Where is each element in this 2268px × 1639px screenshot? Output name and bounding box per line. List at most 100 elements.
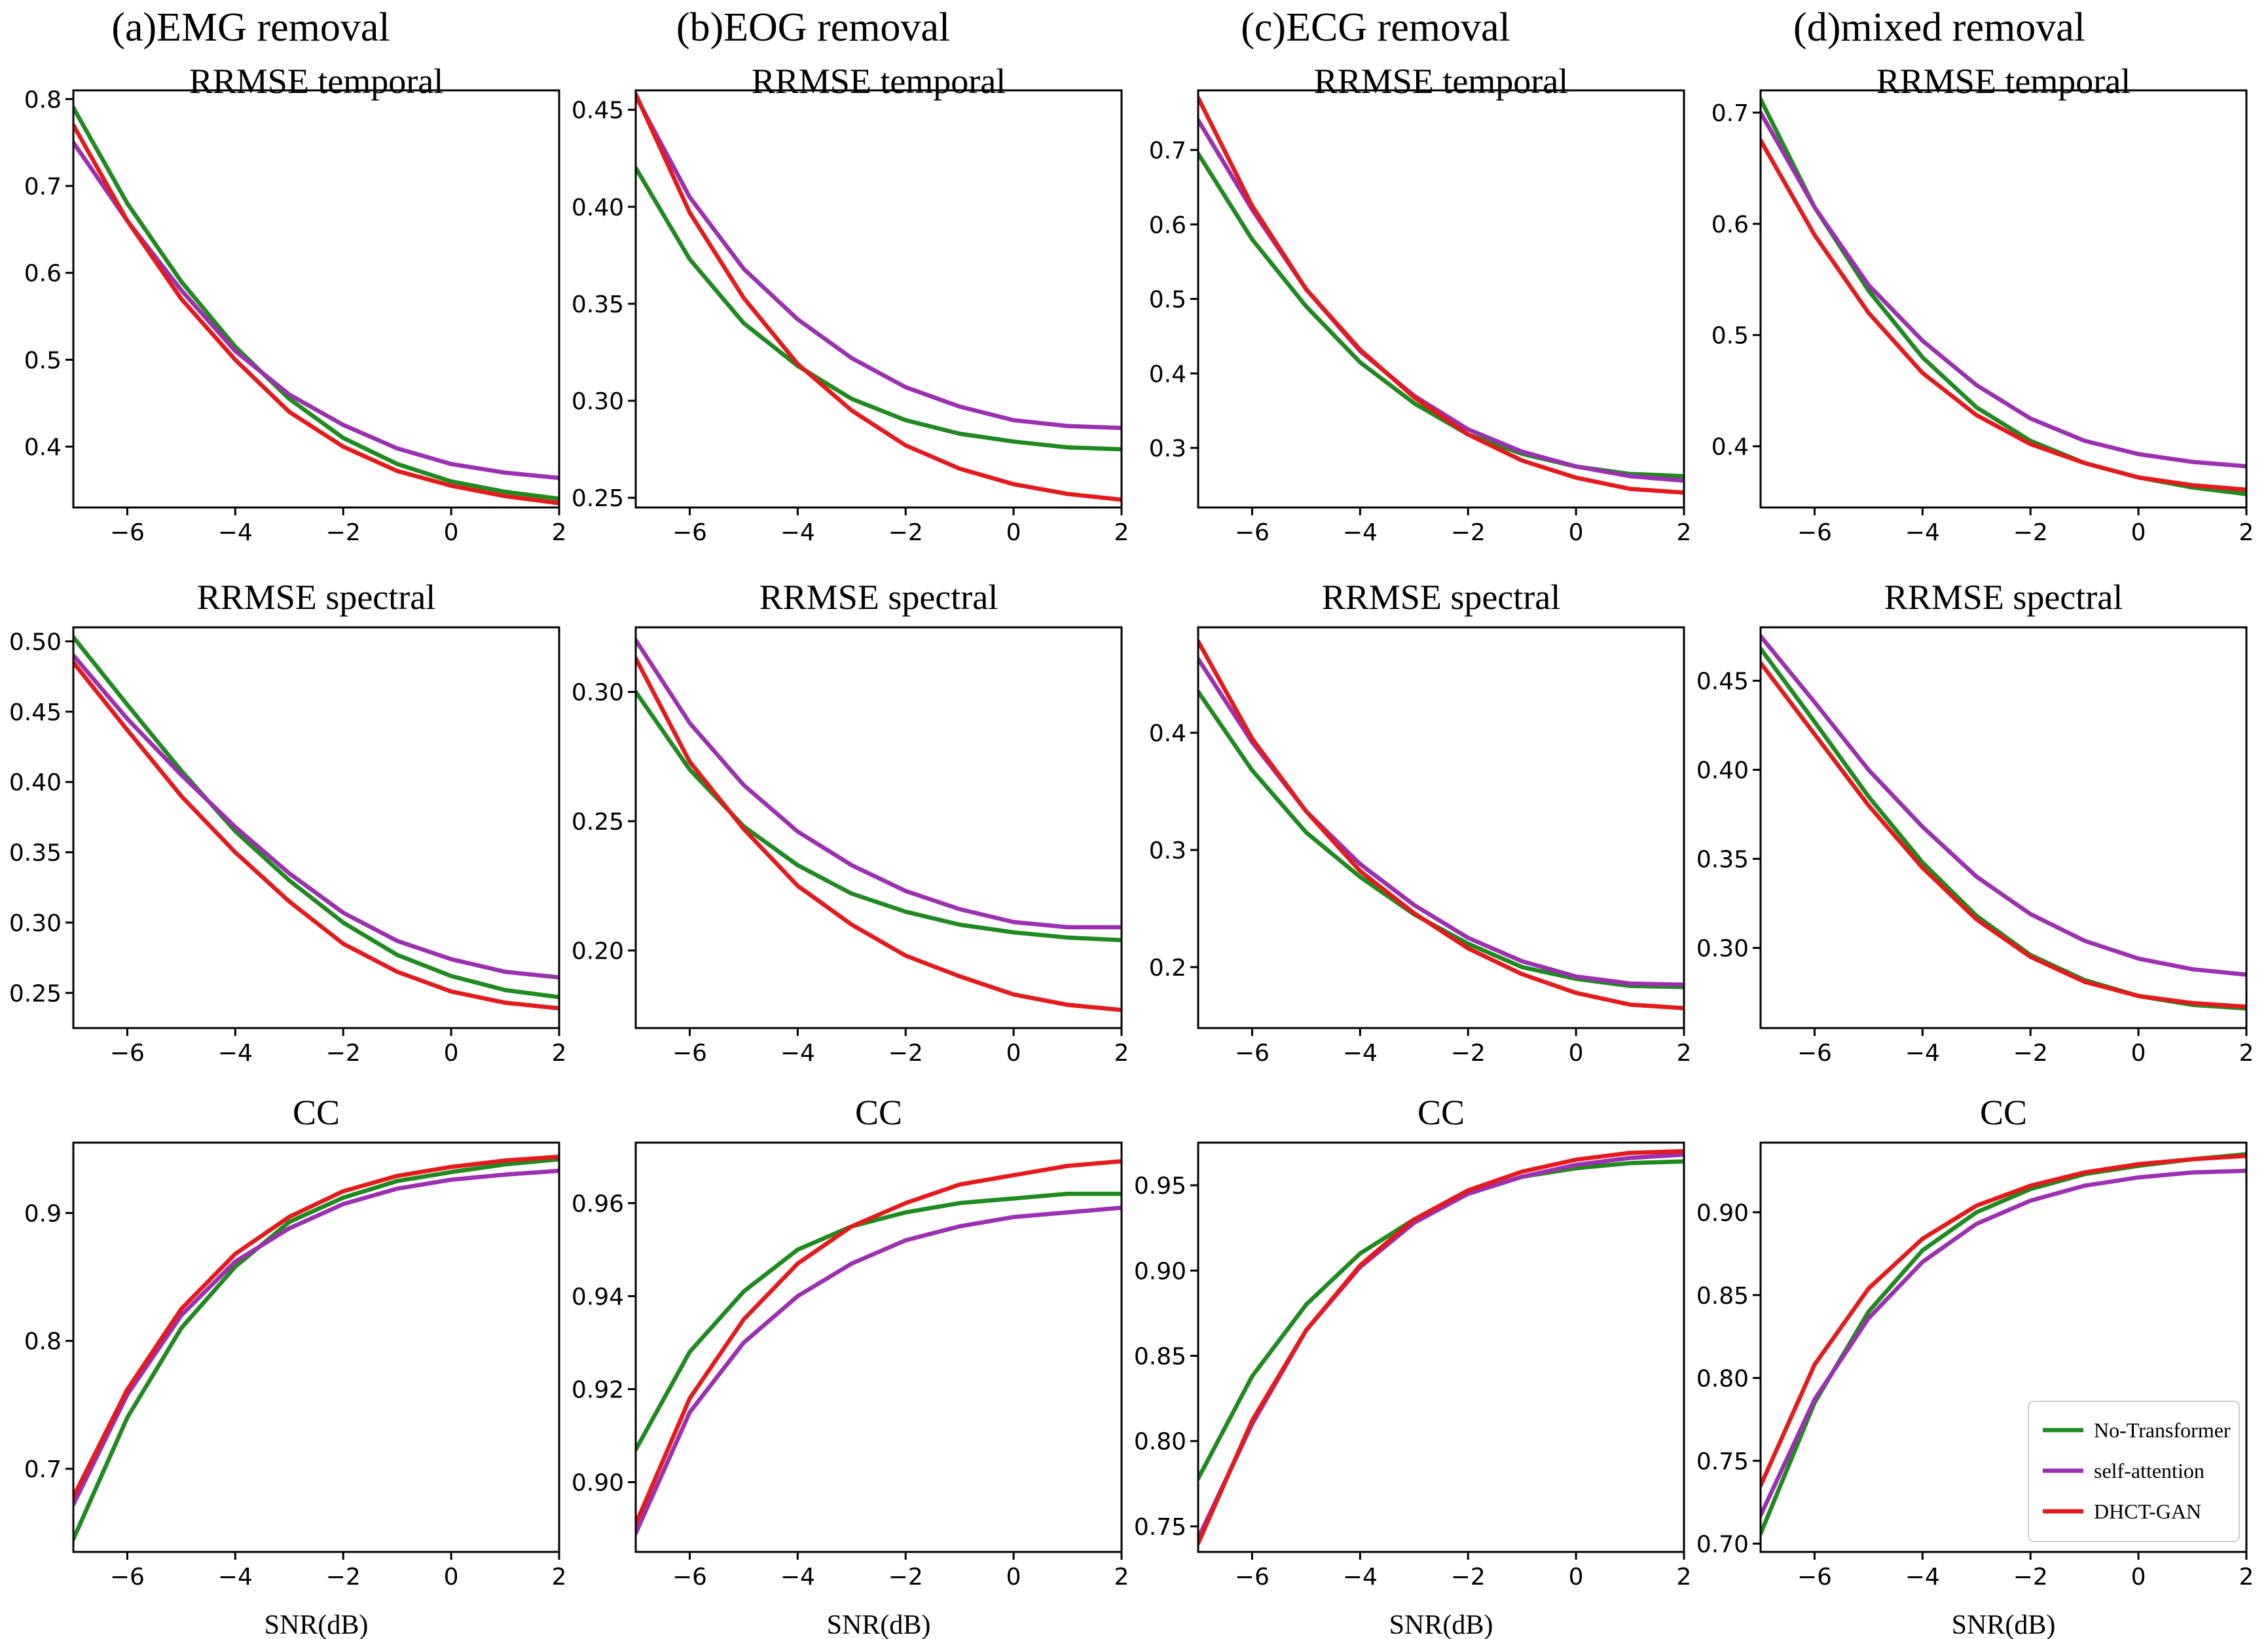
x-tick-label: −4: [1343, 1040, 1378, 1067]
x-tick-label: 2: [2239, 1040, 2254, 1067]
x-tick-label: −4: [780, 519, 815, 546]
x-tick-label: 2: [1677, 1040, 1692, 1067]
x-tick-label: −2: [2013, 1564, 2048, 1591]
y-tick-label: 0.35: [9, 840, 62, 867]
series-line-no-transformer: [636, 166, 1122, 452]
y-tick-label: 0.7: [24, 174, 62, 200]
panel: CC −6 −4 −2 0 2 0.70 0.75 0.80 0.85 0.90 SNR(dB): [1696, 1093, 2254, 1639]
x-tick-label: −2: [888, 1040, 923, 1067]
plot-frame: [1197, 89, 1685, 509]
x-tick-label: −6: [110, 1564, 145, 1591]
series-line-self-attention: [1761, 1168, 2246, 1518]
y-tick-label: 0.25: [9, 980, 62, 1007]
series-line-self-attention: [1761, 110, 2246, 469]
series-line-self-attention: [636, 94, 1122, 430]
x-tick-label: 2: [1114, 1564, 1129, 1591]
y-tick-label: 0.5: [24, 347, 62, 374]
y-tick-label: 0.85: [1696, 1283, 1749, 1310]
y-tick-label: 0.75: [1134, 1514, 1186, 1541]
series-line-self-attention: [73, 140, 559, 481]
y-tick-label: 0.80: [1134, 1429, 1186, 1456]
x-tick-label: −6: [1797, 1040, 1832, 1067]
x-tick-label: −6: [672, 519, 707, 546]
y-tick-label: 0.7: [24, 1456, 62, 1483]
y-tick-label: 0.6: [1149, 212, 1186, 239]
y-tick-label: 0.25: [572, 809, 624, 836]
panel-title: RRMSE spectral: [1322, 578, 1560, 617]
panel-title: CC: [293, 1093, 340, 1132]
x-tick-label: −6: [110, 519, 145, 546]
series-line-self-attention: [636, 638, 1122, 930]
panel: CC −6 −4 −2 0 2 0.90 0.92 0.94 0.96 SNR(dB): [572, 1093, 1129, 1639]
y-tick-label: 0.45: [572, 98, 624, 124]
series-line-self-attention: [1761, 634, 2246, 977]
y-tick-label: 0.92: [572, 1376, 624, 1403]
y-tick-label: 0.35: [572, 291, 624, 318]
legend-label: self-attention: [2094, 1459, 2204, 1482]
x-tick-label: 0: [1569, 1040, 1584, 1067]
panel-title: RRMSE spectral: [1884, 578, 2123, 617]
y-tick-label: 0.96: [572, 1190, 624, 1217]
x-axis-label: SNR(dB): [1389, 1610, 1493, 1639]
series-line-dhct-gan: [1198, 96, 1684, 495]
x-tick-label: 2: [1114, 1040, 1129, 1067]
x-tick-label: 0: [444, 519, 459, 546]
plot-frame: [634, 1141, 1123, 1553]
legend-label: No-Transformer: [2094, 1418, 2231, 1442]
x-tick-label: −6: [672, 1040, 707, 1067]
y-tick-label: 0.95: [1134, 1173, 1186, 1200]
y-tick-label: 0.3: [1149, 435, 1186, 462]
plot-frame: [1759, 626, 2248, 1029]
x-tick-label: 2: [552, 1564, 567, 1591]
panel-title: RRMSE temporal: [1876, 62, 2131, 101]
x-tick-label: −6: [1235, 1040, 1270, 1067]
y-tick-label: 0.9: [24, 1200, 62, 1227]
x-axis-label: SNR(dB): [1952, 1610, 2056, 1639]
y-tick-label: 0.8: [24, 1329, 62, 1355]
x-tick-label: −4: [1343, 519, 1378, 546]
panel-title: CC: [1418, 1093, 1465, 1132]
series-line-no-transformer: [73, 105, 559, 501]
x-tick-label: −2: [326, 1040, 361, 1067]
series-line-self-attention: [1198, 118, 1684, 483]
plot-frame: [72, 89, 560, 509]
y-tick-label: 0.30: [1696, 936, 1749, 963]
x-tick-label: −4: [780, 1564, 815, 1591]
y-tick-label: 0.90: [1134, 1258, 1186, 1285]
x-tick-label: −2: [2013, 1040, 2048, 1067]
panel-title: CC: [855, 1093, 902, 1132]
panel: RRMSE temporal −6 −4 −2 0 2 0.3 0.4 0.5 0.6 0.7: [1149, 62, 1692, 546]
series-line-dhct-gan: [636, 92, 1122, 502]
y-tick-label: 0.20: [572, 938, 624, 965]
y-tick-label: 0.4: [1149, 720, 1186, 747]
panel-title: RRMSE spectral: [759, 578, 998, 617]
y-tick-label: 0.30: [572, 680, 624, 707]
x-tick-label: 0: [1569, 1564, 1584, 1591]
x-tick-label: −4: [1905, 1564, 1940, 1591]
y-tick-label: 0.5: [1149, 287, 1186, 314]
y-tick-label: 0.8: [24, 86, 62, 113]
panel: RRMSE temporal −6 −4 −2 0 2 0.4 0.5 0.6 0.7 0.8: [24, 62, 567, 546]
panel: RRMSE temporal −6 −4 −2 0 2 0.25 0.30 0.35 0.40 0.…: [572, 62, 1129, 546]
panel: CC −6 −4 −2 0 2 0.75 0.80 0.85 0.90 0.95 SNR(dB): [1134, 1093, 1692, 1639]
column-title: (a)EMG removal: [111, 5, 390, 50]
y-tick-label: 0.3: [1149, 838, 1186, 864]
x-tick-label: 0: [1006, 1564, 1021, 1591]
y-tick-label: 0.80: [1696, 1365, 1749, 1392]
panel: RRMSE spectral −6 −4 −2 0 2 0.20 0.25 0.30: [572, 578, 1129, 1067]
x-tick-label: 0: [1006, 1040, 1021, 1067]
column-title: (d)mixed removal: [1793, 5, 2085, 50]
y-tick-label: 0.6: [24, 261, 62, 287]
column-title: (b)EOG removal: [676, 5, 950, 50]
y-tick-label: 0.4: [1711, 434, 1749, 461]
series-line-no-transformer: [636, 1191, 1122, 1452]
x-tick-label: −6: [1797, 519, 1832, 546]
x-tick-label: 2: [2239, 1564, 2254, 1591]
x-tick-label: −2: [1451, 1564, 1486, 1591]
series-line-dhct-gan: [73, 660, 559, 1011]
plot-frame: [1197, 1141, 1685, 1553]
x-tick-label: −2: [326, 1564, 361, 1591]
x-tick-label: −6: [110, 1040, 145, 1067]
panel: RRMSE temporal −6 −4 −2 0 2 0.4 0.5 0.6 0.7: [1711, 62, 2254, 546]
y-tick-label: 0.4: [24, 434, 62, 461]
